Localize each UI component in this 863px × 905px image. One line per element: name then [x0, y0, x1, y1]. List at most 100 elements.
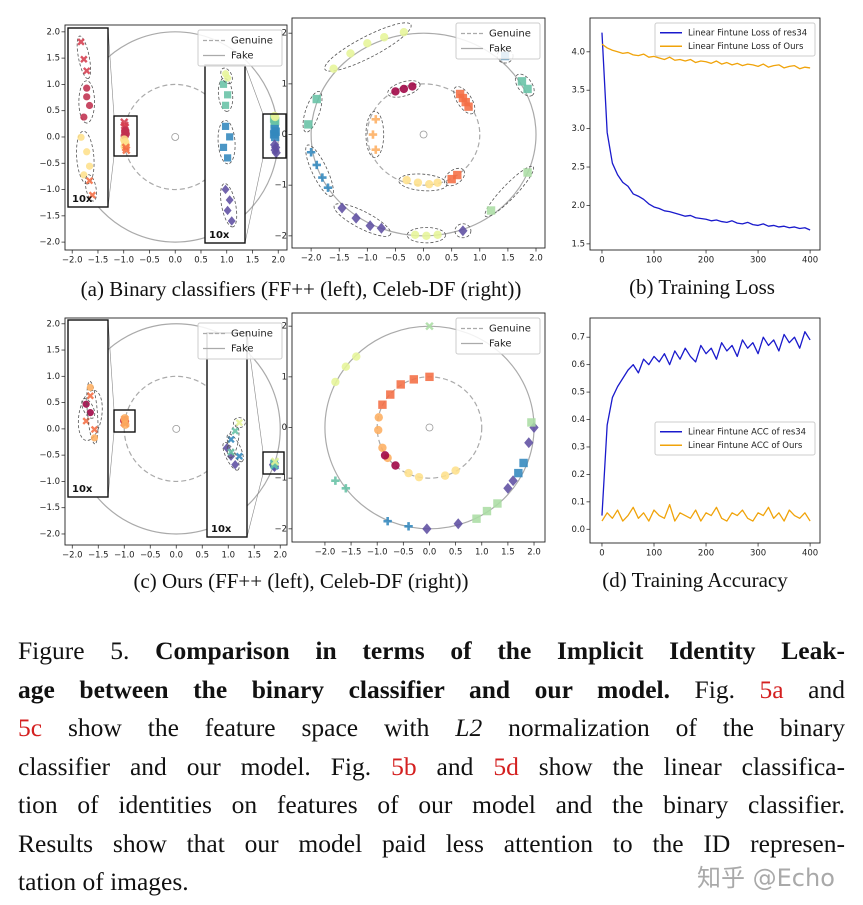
inset-connector	[107, 27, 115, 117]
cluster-outline	[387, 80, 421, 98]
legend-label: Genuine	[231, 329, 273, 340]
figure-reference[interactable]: 5c	[18, 713, 43, 742]
point	[408, 82, 417, 91]
x-tick-label: −1.5	[329, 254, 350, 264]
point	[363, 39, 372, 48]
point	[83, 148, 91, 156]
x-tick-label: 2.0	[529, 254, 543, 264]
x-tick-label: −2.0	[62, 551, 83, 561]
cluster-outline	[76, 35, 91, 80]
inset-box	[67, 319, 109, 498]
figure-reference[interactable]: 5a	[759, 674, 784, 704]
x-tick-label: −0.5	[393, 548, 414, 558]
y-tick-label: 0.0	[571, 525, 585, 535]
point	[383, 517, 392, 526]
point	[422, 523, 432, 535]
x-tick-label: −1.5	[88, 256, 109, 266]
legend-box	[654, 421, 816, 456]
point	[227, 216, 236, 226]
x-tick-label: 0.0	[417, 254, 431, 264]
plot-area	[590, 18, 820, 250]
point	[374, 425, 383, 435]
x-tick-label: 400	[802, 256, 818, 266]
point	[472, 514, 481, 523]
y-tick-label: 0.1	[571, 497, 585, 507]
point	[346, 49, 355, 58]
inset-connector	[246, 473, 264, 538]
caption-text: tation of images.	[18, 867, 189, 896]
legend-box	[455, 22, 541, 60]
point	[224, 154, 232, 162]
point	[83, 84, 91, 92]
legend-label: Genuine	[231, 36, 273, 47]
inset-label: 10x	[72, 194, 93, 205]
cluster-outline	[333, 203, 392, 237]
point	[85, 162, 94, 170]
point	[82, 400, 90, 408]
x-tick-label: −1.5	[88, 551, 109, 561]
inset-label: 10x	[72, 484, 93, 495]
point	[312, 160, 321, 170]
y-tick-label: 0	[282, 423, 287, 433]
point	[404, 468, 413, 478]
plot-frame	[589, 17, 821, 251]
x-tick-label: 1.0	[475, 548, 489, 558]
subcaption: (c) Ours (FF++ (left), Celeb-DF (right))	[133, 569, 468, 593]
point	[425, 372, 434, 382]
inset-box	[206, 332, 248, 538]
caption-line: tion of identities on features of our mo…	[18, 786, 845, 825]
point	[486, 206, 496, 215]
line-series	[601, 331, 811, 516]
cluster-outline	[398, 173, 448, 192]
x-tick-label: 0.0	[169, 551, 183, 561]
watermark: 知乎 @Echo	[697, 864, 835, 892]
point	[323, 183, 333, 192]
point	[493, 499, 502, 508]
point	[413, 178, 423, 187]
point	[482, 506, 492, 516]
point	[453, 170, 462, 180]
caption-line: age between the binary classifier and ou…	[18, 671, 845, 710]
y-tick-label: 1.5	[46, 54, 60, 64]
point	[331, 476, 340, 485]
inset-box	[67, 27, 109, 208]
caption-text: tion of identities on features of our mo…	[18, 790, 845, 819]
x-tick-label: 1.0	[221, 551, 235, 561]
point	[352, 352, 361, 361]
point	[122, 145, 131, 155]
y-tick-label: 1.5	[571, 239, 585, 249]
cluster-outline	[232, 417, 246, 429]
point	[503, 482, 513, 494]
figure-reference[interactable]: 5d	[493, 751, 519, 781]
point	[371, 145, 380, 154]
figure-reference[interactable]: 5b	[391, 751, 417, 781]
y-tick-label: −1.5	[39, 211, 60, 221]
point	[519, 458, 528, 468]
point	[270, 119, 279, 129]
y-tick-label: −2.0	[39, 238, 60, 248]
point	[227, 451, 235, 461]
y-tick-label: 0.7	[571, 333, 585, 343]
x-tick-label: −1.0	[367, 548, 388, 558]
plot-frame	[64, 317, 288, 546]
x-tick-label: 0	[599, 549, 604, 559]
y-tick-label: −2.0	[39, 529, 60, 539]
point	[225, 195, 234, 205]
caption-text: age between the binary classifier and ou…	[18, 674, 670, 704]
point	[312, 94, 321, 104]
cluster-outline	[78, 80, 95, 124]
x-tick-label: 1.0	[220, 256, 234, 266]
x-tick-label: 0.0	[168, 256, 182, 266]
legend-box	[654, 22, 816, 57]
point	[85, 176, 94, 185]
cluster-outline	[220, 67, 233, 85]
legend-label: Genuine	[489, 324, 531, 335]
y-tick-label: 0.0	[46, 132, 60, 142]
point	[341, 484, 351, 493]
plot-frame	[291, 312, 546, 543]
point	[219, 143, 228, 151]
point	[527, 418, 536, 427]
inset-connector	[244, 64, 264, 115]
x-tick-label: 0.5	[194, 256, 208, 266]
legend-label: Linear Fintune ACC of Ours	[688, 441, 803, 451]
